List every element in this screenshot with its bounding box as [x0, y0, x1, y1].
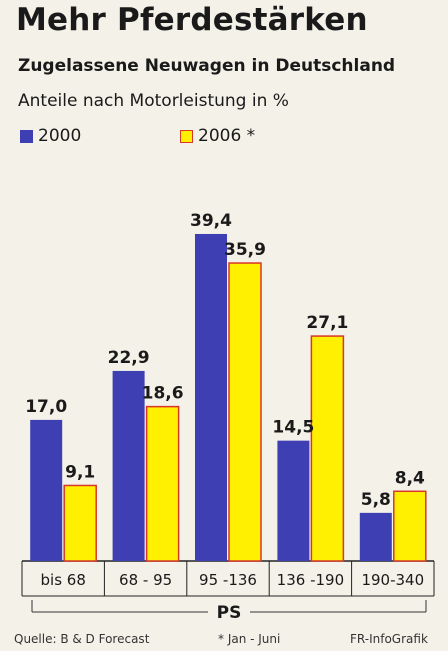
data-label-2006-2: 35,9	[224, 240, 266, 260]
data-label-2006-3: 27,1	[306, 313, 348, 333]
data-label-2000-2: 39,4	[190, 211, 232, 231]
category-label-3: 136 -190	[277, 571, 344, 589]
category-label-1: 68 - 95	[119, 571, 172, 589]
legend-label-2006: 2006 *	[198, 126, 256, 146]
bar-2006-4	[393, 490, 427, 562]
x-axis-label: PS	[217, 603, 242, 623]
legend-item-2000: 2000	[20, 126, 81, 146]
legend-swatch-2006	[180, 129, 193, 143]
category-label-4: 190-340	[361, 571, 424, 589]
legend-swatch-2000	[20, 129, 33, 143]
category-label-2: 95 -136	[199, 571, 257, 589]
data-label-2000-0: 17,0	[25, 397, 67, 417]
data-label-2006-1: 18,6	[142, 384, 184, 404]
data-label-2006-4: 8,4	[395, 468, 425, 488]
legend-item-2006: 2006 *	[180, 126, 255, 146]
data-label-2000-1: 22,9	[108, 348, 150, 368]
data-label-2000-3: 14,5	[272, 418, 314, 438]
credit-note: FR-InfoGrafik	[350, 632, 428, 646]
data-label-2006-0: 9,1	[65, 462, 95, 482]
category-label-0: bis 68	[41, 571, 86, 589]
period-note: * Jan - Juni	[218, 632, 281, 646]
bar-2000-2	[195, 233, 227, 562]
source-note: Quelle: B & D Forecast	[14, 632, 150, 646]
chart-subtitle: Zugelassene Neuwagen in Deutschland	[18, 56, 396, 76]
bar-2000-0	[30, 419, 63, 561]
bar-2006-1	[145, 405, 180, 562]
chart-title: Mehr Pferdestärken	[16, 2, 368, 38]
legend-label-2000: 2000	[38, 126, 82, 146]
bar-2006-3	[310, 335, 345, 562]
unit-note: Anteile nach Motorleistung in %	[18, 91, 289, 111]
bar-2006-0	[63, 484, 97, 562]
bar-2000-1	[112, 370, 145, 561]
data-label-2000-4: 5,8	[361, 490, 391, 510]
bar-2000-3	[277, 440, 310, 561]
bar-2006-2	[228, 262, 262, 562]
bar-2000-4	[359, 512, 392, 561]
